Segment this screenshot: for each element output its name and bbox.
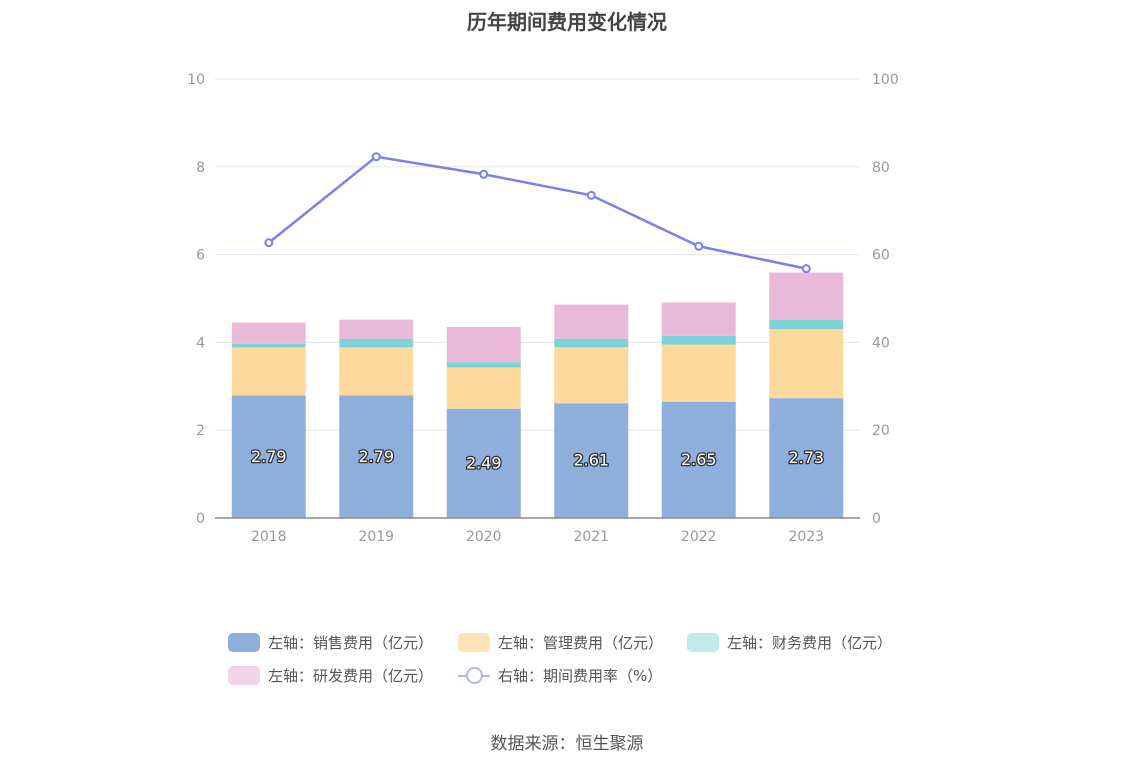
bar-segment	[769, 272, 844, 321]
bar-segment	[769, 329, 844, 399]
bar-segment	[231, 347, 306, 396]
chart-title: 历年期间费用变化情况	[467, 10, 667, 34]
y-right-tick-label: 20	[872, 423, 890, 439]
legend-item-rnd[interactable]: 左轴：研发费用（亿元）	[228, 663, 433, 687]
legend-swatch-sales	[228, 632, 260, 652]
bar-segment	[446, 367, 521, 409]
bar-segment	[231, 322, 306, 344]
y-right-tick-label: 100	[872, 72, 899, 88]
legend-swatch-finance	[687, 632, 719, 652]
y-right-tick-label: 60	[872, 248, 890, 264]
expense-rate-point	[586, 190, 596, 200]
bar-segment	[446, 362, 521, 368]
y-left-tick-label: 10	[187, 72, 205, 88]
legend-label-rnd: 左轴：研发费用（亿元）	[268, 666, 434, 685]
bar-segment	[554, 304, 629, 339]
bar-segment	[554, 403, 629, 518]
bar-segment	[661, 401, 736, 518]
y-right-tick-label: 0	[872, 511, 881, 527]
y-left-tick-label: 2	[196, 423, 205, 439]
x-tick-label: 2021	[573, 529, 609, 545]
expense-rate-point	[264, 238, 274, 248]
legend-line-marker-icon	[458, 666, 490, 685]
bar-segment	[661, 302, 736, 336]
bar-segment	[446, 327, 521, 363]
legend-label-sales: 左轴：销售费用（亿元）	[268, 633, 434, 652]
x-tick-label: 2020	[466, 529, 502, 545]
bar-segment	[661, 344, 736, 402]
bar-segment	[554, 347, 629, 404]
x-tick-label: 2019	[358, 529, 394, 545]
bar-segment	[339, 395, 414, 518]
y-left-tick-label: 0	[196, 511, 205, 527]
x-tick-label: 2023	[788, 529, 824, 545]
legend-item-admin[interactable]: 左轴：管理费用（亿元）	[458, 630, 663, 654]
bar-segment	[661, 335, 736, 345]
bar-segment	[339, 338, 414, 348]
expense-rate-point	[801, 264, 811, 274]
legend-label-expense-rate: 右轴：期间费用率（%）	[498, 666, 663, 685]
data-source: 数据来源：恒生聚源	[490, 734, 644, 754]
legend-swatch-admin	[458, 632, 490, 652]
y-left-tick-label: 6	[196, 248, 205, 264]
bar-data-label: 2.79	[358, 447, 394, 466]
bar-data-label: 2.65	[681, 450, 717, 469]
x-tick-label: 2018	[251, 529, 287, 545]
legend-label-admin: 左轴：管理费用（亿元）	[498, 633, 664, 652]
y-left-tick-label: 4	[196, 335, 205, 351]
legend-item-finance[interactable]: 左轴：财务费用（亿元）	[687, 630, 892, 654]
bar-segment	[554, 338, 629, 348]
y-right-tick-label: 40	[872, 335, 890, 351]
legend-item-sales[interactable]: 左轴：销售费用（亿元）	[228, 630, 433, 654]
legend-label-finance: 左轴：财务费用（亿元）	[727, 633, 893, 652]
expense-rate-point	[371, 152, 381, 162]
legend-swatch-rnd	[228, 665, 260, 685]
x-tick-label: 2022	[681, 529, 717, 545]
bar-data-label: 2.73	[788, 448, 824, 467]
legend-item-expense-rate[interactable]: 右轴：期间费用率（%）	[458, 663, 662, 687]
bar-segment	[231, 343, 306, 348]
expense-rate-point	[479, 169, 489, 179]
expense-rate-point	[694, 241, 704, 251]
bar-data-label: 2.79	[251, 447, 287, 466]
y-right-tick-label: 80	[872, 160, 890, 176]
bar-segment	[769, 320, 844, 330]
expense-rate-line	[267, 155, 807, 270]
bar-segment	[339, 319, 414, 339]
bar-data-label: 2.61	[573, 451, 609, 470]
bar-data-label: 2.49	[466, 453, 502, 472]
bar-segment	[446, 408, 521, 518]
bar-segment	[769, 398, 844, 518]
bar-segment	[339, 347, 414, 396]
y-left-tick-label: 8	[196, 160, 205, 176]
bar-segment	[231, 395, 306, 518]
